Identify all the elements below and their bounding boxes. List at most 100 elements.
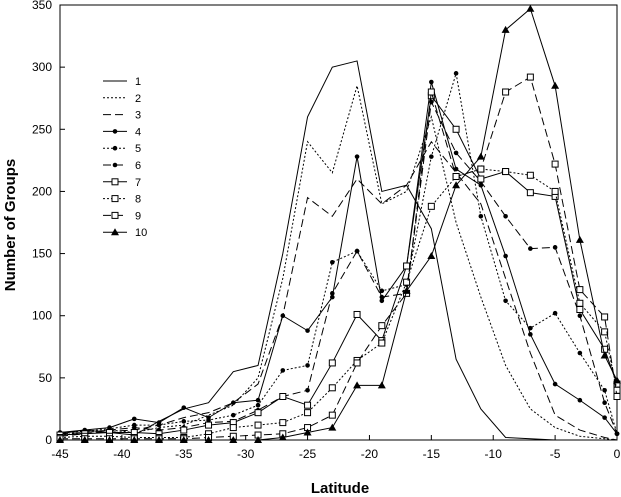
data-point <box>131 416 137 422</box>
data-point <box>305 328 310 333</box>
data-point <box>353 310 361 318</box>
data-point <box>453 71 459 76</box>
data-point <box>503 253 508 259</box>
data-point <box>427 88 435 96</box>
data-point <box>330 291 335 296</box>
legend-label: 5 <box>135 143 141 155</box>
data-point <box>528 246 533 251</box>
data-point <box>280 313 286 319</box>
legend-marker <box>111 178 119 186</box>
legend-entry-4: 4 <box>103 126 141 138</box>
data-point <box>304 409 312 417</box>
series-10 <box>56 4 621 443</box>
data-point <box>328 423 337 431</box>
data-point <box>453 166 459 172</box>
data-point <box>551 187 559 195</box>
data-point <box>526 4 535 12</box>
data-point <box>526 73 534 81</box>
y-tick-label: 200 <box>32 184 52 198</box>
legend-marker <box>112 129 118 134</box>
data-point <box>303 428 312 436</box>
data-point <box>204 436 213 443</box>
data-point <box>379 298 385 304</box>
series-line <box>59 73 618 434</box>
data-point <box>552 381 558 387</box>
legend-entry-6: 6 <box>103 160 141 172</box>
plot-area <box>59 4 618 441</box>
data-point <box>279 393 287 400</box>
legend: 1 2 3 4 5 6 7 8 9 10 <box>103 76 147 239</box>
x-tick-label: -5 <box>550 447 561 461</box>
data-point <box>429 154 434 159</box>
data-point <box>577 350 583 356</box>
data-point <box>501 25 510 33</box>
series-line <box>60 7 618 441</box>
legend-label: 10 <box>135 227 147 239</box>
legend-label: 2 <box>135 93 141 105</box>
data-point <box>601 313 609 321</box>
data-point <box>229 424 237 432</box>
data-point <box>279 419 287 427</box>
data-point <box>131 425 137 430</box>
legend-label: 6 <box>135 160 141 172</box>
data-point <box>254 421 262 429</box>
series-7 <box>56 92 621 439</box>
data-point <box>613 386 621 394</box>
legend-entry-5: 5 <box>103 143 141 155</box>
series-line <box>59 168 618 439</box>
data-point <box>502 88 510 96</box>
data-point <box>551 81 560 89</box>
data-point <box>427 252 436 260</box>
x-tick-label: -35 <box>175 447 193 461</box>
data-point <box>181 419 187 424</box>
series-line <box>59 140 618 441</box>
x-axis-title: Latitude <box>311 480 369 497</box>
data-point <box>552 245 558 250</box>
data-point <box>552 310 558 316</box>
x-tick-label: 0 <box>614 447 621 461</box>
data-point <box>328 411 336 419</box>
data-point <box>503 213 508 219</box>
data-point <box>305 363 310 368</box>
y-tick-label: 350 <box>32 0 52 12</box>
data-point <box>328 359 336 367</box>
data-point <box>600 351 609 359</box>
data-point <box>502 168 510 176</box>
legend-entry-9: 9 <box>103 210 141 222</box>
series-line <box>59 100 618 435</box>
data-point <box>575 235 584 243</box>
y-tick-label: 300 <box>32 60 52 74</box>
data-point <box>379 288 385 294</box>
data-point <box>354 248 360 254</box>
data-point <box>528 325 533 331</box>
data-point <box>353 359 361 367</box>
data-point <box>354 154 360 159</box>
series-group <box>56 4 621 443</box>
series-2 <box>59 85 618 441</box>
legend-label: 8 <box>135 194 141 206</box>
data-point <box>155 436 164 443</box>
data-point <box>477 165 485 173</box>
plot-frame <box>59 4 618 441</box>
data-point <box>427 202 435 210</box>
data-point <box>503 298 508 304</box>
x-tick-label: -45 <box>51 447 69 461</box>
data-point <box>403 262 411 270</box>
data-point <box>80 436 89 443</box>
data-point <box>377 381 386 389</box>
data-point <box>602 400 607 406</box>
data-point <box>601 328 609 336</box>
data-point <box>304 401 312 409</box>
data-point <box>526 171 534 179</box>
data-point <box>56 436 64 443</box>
legend-label: 9 <box>135 210 141 222</box>
data-point <box>477 175 485 183</box>
y-tick-label: 50 <box>39 371 53 385</box>
data-point <box>476 152 485 160</box>
x-tick-label: -20 <box>361 447 379 461</box>
legend-entry-10: 10 <box>103 227 147 239</box>
data-point <box>328 384 336 392</box>
x-tick-label: -30 <box>237 447 255 461</box>
series-5 <box>57 71 620 437</box>
